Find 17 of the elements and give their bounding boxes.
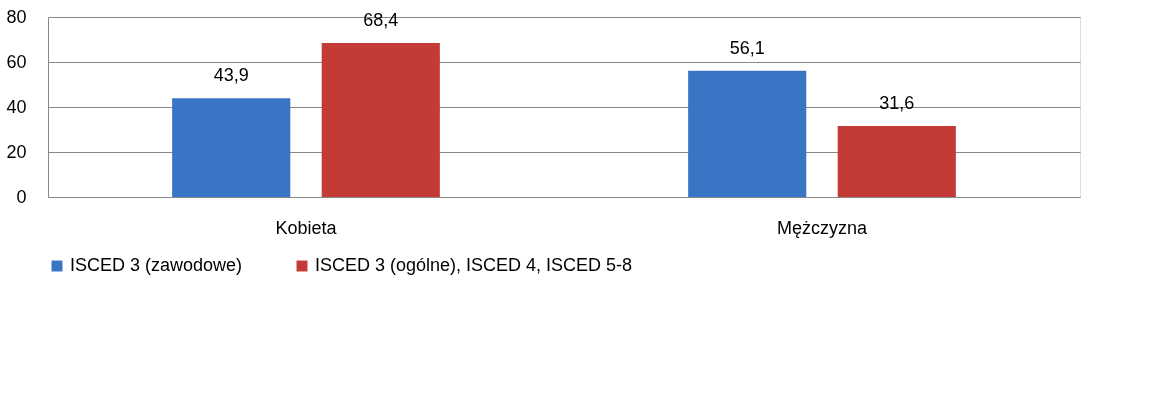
bar: [837, 125, 956, 197]
x-tick-label: Mężczyzna: [776, 217, 868, 238]
bar: [321, 43, 440, 197]
y-tick-label: 40: [6, 96, 27, 117]
data-label: 68,4: [363, 10, 399, 31]
y-tick-label: 60: [6, 51, 27, 72]
y-tick-label: 0: [16, 186, 27, 207]
y-tick-label: 80: [6, 6, 27, 27]
data-label: 43,9: [213, 65, 249, 86]
legend-label: ISCED 3 (zawodowe): [70, 255, 243, 275]
data-label: 31,6: [879, 92, 915, 113]
x-tick-label: Kobieta: [275, 217, 338, 238]
bar: [172, 98, 291, 197]
bar: [688, 70, 807, 197]
y-tick-label: 20: [6, 141, 27, 162]
data-label: 56,1: [729, 37, 765, 58]
legend-label: ISCED 3 (ogólne), ISCED 4, ISCED 5-8: [315, 255, 633, 275]
